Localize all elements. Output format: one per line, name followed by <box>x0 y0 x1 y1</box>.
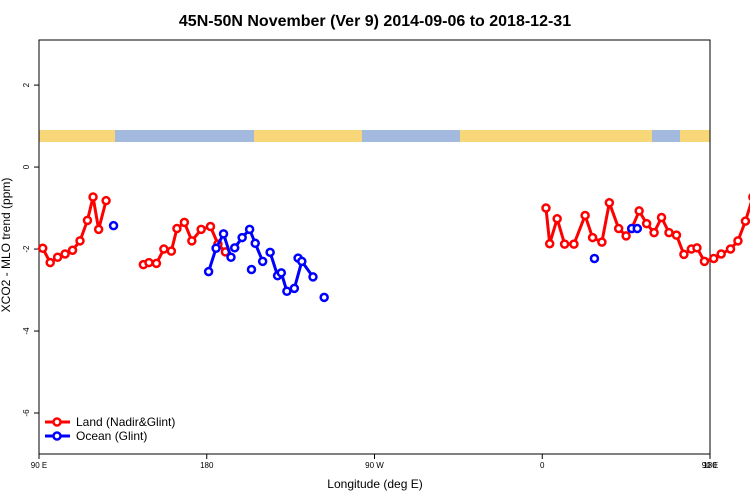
ocean-point <box>229 243 240 253</box>
land-point <box>656 212 667 223</box>
land-point <box>144 257 154 268</box>
legend-land-label: Land (Nadir&Glint) <box>76 415 175 429</box>
land-point <box>569 239 579 249</box>
land-point <box>664 227 674 238</box>
y-tick-label: -2 <box>22 245 31 253</box>
land-point <box>172 223 182 234</box>
x-tick-label: 180 <box>703 461 717 470</box>
x-tick-label: 180 <box>200 461 214 470</box>
land-point <box>101 195 111 206</box>
land-point <box>166 246 177 256</box>
ocean-point <box>246 264 257 275</box>
ocean-point <box>257 256 268 267</box>
land-point <box>544 238 555 249</box>
land-point <box>559 239 570 249</box>
land-band-segment <box>254 130 362 142</box>
ocean-point <box>226 252 236 262</box>
land-point <box>716 249 726 259</box>
land-band-segment <box>460 130 652 142</box>
land-point <box>196 224 206 235</box>
land-point <box>699 256 710 267</box>
land-point <box>82 215 93 226</box>
y-tick-label: 2 <box>22 82 31 87</box>
ocean-point <box>308 272 318 282</box>
land-point <box>580 210 590 221</box>
ocean-point <box>244 224 255 235</box>
land-point <box>37 243 48 253</box>
land-point <box>708 253 719 264</box>
land-point <box>205 221 216 232</box>
ocean-point <box>218 229 229 239</box>
land-point <box>725 244 736 254</box>
ocean-point <box>282 286 292 297</box>
ocean-point <box>289 283 300 294</box>
x-tick-label: 90 E <box>702 461 718 470</box>
y-axis-label: XCO2 - MLO trend (ppm) <box>0 178 13 313</box>
land-point <box>671 230 682 240</box>
ocean-point <box>211 243 221 253</box>
chart-title: 45N-50N November (Ver 9) 2014-09-06 to 2… <box>179 13 571 30</box>
land-point <box>187 236 197 246</box>
ocean-series <box>108 220 643 303</box>
y-tick-label: -6 <box>22 409 31 417</box>
ocean-point <box>265 247 275 258</box>
land-point <box>159 244 169 254</box>
land-point <box>67 245 78 256</box>
ocean-point <box>297 256 307 267</box>
legend-land-marker <box>52 417 62 427</box>
ocean-point <box>632 223 643 234</box>
land-point <box>604 197 615 208</box>
ocean-point <box>250 238 260 249</box>
plot-frame <box>38 39 711 455</box>
land-point <box>541 203 551 213</box>
ocean-point <box>319 292 329 303</box>
land-point <box>679 249 689 260</box>
x-axis-label: Longitude (deg E) <box>327 477 422 491</box>
ocean-point <box>589 253 600 264</box>
land-band-segment <box>680 130 710 142</box>
y-axis: 2 0 -2 -4 -6 <box>22 82 39 417</box>
land-point <box>93 224 104 235</box>
land-point <box>649 227 659 238</box>
x-tick-label: 90 W <box>365 461 384 470</box>
land-point <box>733 236 743 246</box>
land-point <box>151 258 162 269</box>
land-point <box>75 236 85 246</box>
land-point <box>587 232 598 243</box>
y-tick-label: -4 <box>22 327 31 335</box>
ocean-line <box>207 229 233 273</box>
land-series <box>37 192 750 270</box>
land-point <box>597 237 607 247</box>
land-band-segment <box>39 130 115 142</box>
land-point <box>60 249 70 259</box>
land-point <box>634 206 644 216</box>
ocean-point <box>203 266 214 277</box>
x-tick-label: 0 <box>540 461 545 470</box>
land-point <box>88 192 98 202</box>
legend: Land (Nadir&Glint)Ocean (Glint) <box>45 415 175 443</box>
land-point <box>45 257 55 268</box>
y-tick-label: 0 <box>22 164 31 169</box>
land-point <box>641 218 652 229</box>
land-point <box>621 231 631 241</box>
land-point <box>179 217 190 228</box>
land-point <box>552 213 562 224</box>
ocean-point <box>276 268 287 278</box>
legend-ocean-label: Ocean (Glint) <box>76 429 147 443</box>
land-point <box>692 243 702 253</box>
land-point <box>740 216 750 226</box>
ocean-point <box>108 220 119 231</box>
land-point <box>52 252 63 262</box>
series-layer <box>37 192 750 303</box>
land-point <box>613 223 624 234</box>
x-tick-label: 90 E <box>31 461 47 470</box>
legend-ocean-marker <box>52 431 62 441</box>
land-ocean-band <box>39 130 710 142</box>
ocean-point <box>237 232 247 243</box>
